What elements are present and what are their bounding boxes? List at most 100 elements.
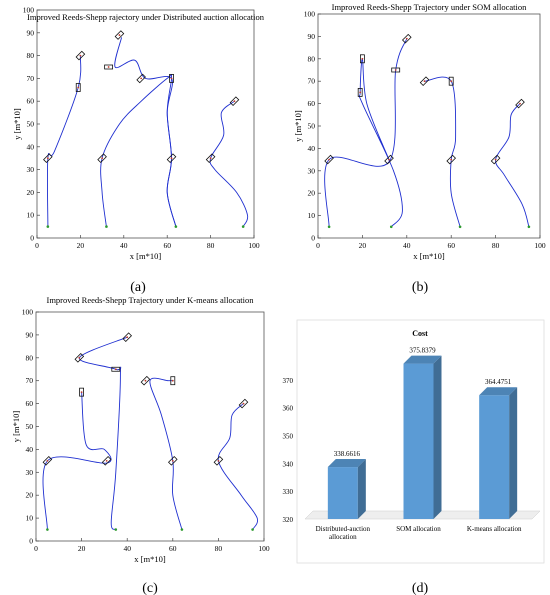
panel-b-y-tick-label: 70	[308, 77, 316, 86]
panel-c-y-tick-label: 20	[26, 491, 34, 500]
panel-c-vehicle-heading-dot	[78, 356, 81, 359]
panel-c-y-tick-label: 40	[26, 445, 34, 454]
cost-y-tick-label: 320	[283, 516, 294, 524]
panel-a-y-tick-label: 10	[27, 211, 35, 220]
panel-label-a: (a)	[130, 280, 146, 295]
panel-b-y-tick-label: 50	[308, 122, 316, 131]
cost-bar-top	[327, 459, 366, 468]
panel-c-vehicle-heading-dot	[171, 379, 174, 382]
panel-a-vehicle-box	[43, 153, 53, 164]
panel-a-vehicle-heading-dot	[140, 77, 143, 80]
panel-c-x-tick-label: 0	[34, 544, 38, 553]
panel-c-y-tick-label: 10	[26, 514, 34, 523]
panel-c-vehicle-box	[42, 456, 53, 466]
panel-c-y-tick-label: 60	[26, 399, 34, 408]
panel-a-x-tick-label: 60	[163, 241, 171, 250]
cost-bar-side	[433, 355, 442, 519]
panel-c-vehicle-box	[170, 376, 176, 386]
panel-a-vehicle-heading-dot	[46, 157, 49, 160]
panel-b-trajectory-2	[358, 58, 403, 228]
panel-c-y-tick-label: 70	[26, 376, 34, 385]
panel-b-y-tick-label: 60	[308, 99, 316, 108]
panel-a-vehicle-box	[75, 50, 86, 61]
cost-bar-value-label: 364.4751	[485, 378, 512, 386]
panel-b-title: Improved Reeds-Shepp Trajectory under SO…	[332, 2, 528, 12]
panel-b-vehicle-heading-dot	[359, 91, 362, 94]
panel-a-x-tick-label: 0	[35, 241, 39, 250]
cost-category-label: allocation	[329, 533, 357, 541]
panel-b-vehicle-box	[359, 54, 365, 64]
panel-c-start-point	[46, 528, 49, 531]
panel-c-vehicle-box	[101, 456, 112, 466]
panel-a-x-axis-label: x [m*10]	[130, 251, 162, 261]
panel-a-vehicle-heading-dot	[170, 77, 173, 80]
panel-c-vehicle-heading-dot	[242, 402, 245, 405]
panel-c-vehicle-heading-dot	[126, 336, 129, 339]
panel-b-vehicle-box	[490, 154, 501, 165]
panel-a-vehicle-heading-dot	[233, 100, 236, 103]
panel-b-vehicle-box	[384, 154, 394, 165]
cost-bar	[327, 467, 358, 519]
panel-b-vehicle-box	[357, 88, 363, 97]
panel-a-vehicle-heading-dot	[209, 157, 212, 160]
panel-a-vehicle-heading-dot	[170, 157, 173, 160]
panel-b-plot-frame	[317, 13, 541, 239]
panel-c-y-tick-label: 100	[22, 308, 34, 317]
panel-b-vehicle-box	[391, 67, 401, 73]
panel-c-vehicle-box	[213, 456, 224, 466]
panel-c-y-axis-label: y [m*10]	[11, 411, 21, 443]
cost-category-label: Distributed-auction	[316, 525, 371, 533]
panel-c-title: Improved Reeds-Shepp Trajectory under K-…	[46, 295, 254, 305]
panel-b-vehicle-heading-dot	[388, 158, 390, 161]
panel-a-y-tick-label: 20	[27, 188, 35, 197]
panel-a-vehicle-box	[75, 83, 81, 92]
panel-c-trajectory-2	[78, 336, 128, 530]
panel-c-vehicle-box	[140, 375, 151, 386]
panel-a-trajectory-3	[114, 37, 177, 227]
panel-c-x-tick-label: 20	[78, 544, 86, 553]
cost-y-tick-label: 350	[283, 433, 294, 441]
panel-c-vehicle-box	[111, 366, 121, 372]
panel-a-trajectory-2	[100, 74, 177, 227]
panel-label-c: (c)	[142, 581, 158, 595]
panel-a-trajectory-1	[46, 55, 82, 227]
panel-a-vehicle-box	[97, 153, 107, 164]
panel-b-vehicle-heading-dot	[450, 80, 453, 83]
panel-a-vehicle-box	[136, 73, 146, 84]
panel-a-vehicle-box	[229, 96, 240, 107]
panel-b-x-tick-label: 0	[316, 241, 320, 250]
panel-b-vehicle-box	[419, 76, 430, 87]
cost-bar-side	[509, 387, 518, 519]
panel-a-y-tick-label: 100	[23, 6, 35, 15]
panel-c-x-tick-label: 60	[169, 544, 177, 553]
panel-b-y-tick-label: 100	[304, 10, 316, 19]
panel-b-vehicle-box	[446, 154, 457, 165]
panel-c-trajectory-3	[149, 377, 183, 530]
panel-a-vehicle-heading-dot	[79, 54, 82, 57]
panel-b-x-tick-label: 40	[403, 241, 411, 250]
panel-b-vehicle-box	[401, 33, 412, 44]
panel-c-start-point	[114, 528, 118, 531]
panel-a-y-tick-label: 30	[27, 165, 35, 174]
panel-a-title: Improved Reeds-Shepp rajectory under Dis…	[27, 12, 265, 22]
panel-c-vehicle-heading-dot	[144, 379, 147, 382]
cost-y-tick-label: 340	[283, 460, 294, 468]
panel-b-start-point	[527, 225, 531, 229]
panel-c-plot-frame	[35, 311, 265, 542]
panel-c-y-tick-label: 30	[26, 468, 34, 477]
cost-bar-top	[479, 387, 518, 396]
panel-b-vehicle-box	[324, 154, 334, 165]
panel-a-start-point	[174, 225, 178, 228]
cost-chart-border	[296, 319, 545, 564]
panel-c-vehicle-box	[238, 398, 249, 409]
panel-a-start-point	[241, 225, 245, 228]
panel-c-x-tick-label: 100	[258, 544, 270, 553]
panel-c-vehicle-heading-dot	[114, 368, 117, 371]
panel-c-vehicle-box	[74, 352, 85, 363]
panel-b-x-axis-label: x [m*10]	[413, 251, 445, 261]
panel-a-y-tick-label: 40	[27, 142, 35, 151]
panel-c-x-axis-label: x [m*10]	[134, 554, 166, 564]
panel-a-x-tick-label: 40	[120, 241, 128, 250]
panel-c-y-tick-label: 50	[26, 422, 34, 431]
